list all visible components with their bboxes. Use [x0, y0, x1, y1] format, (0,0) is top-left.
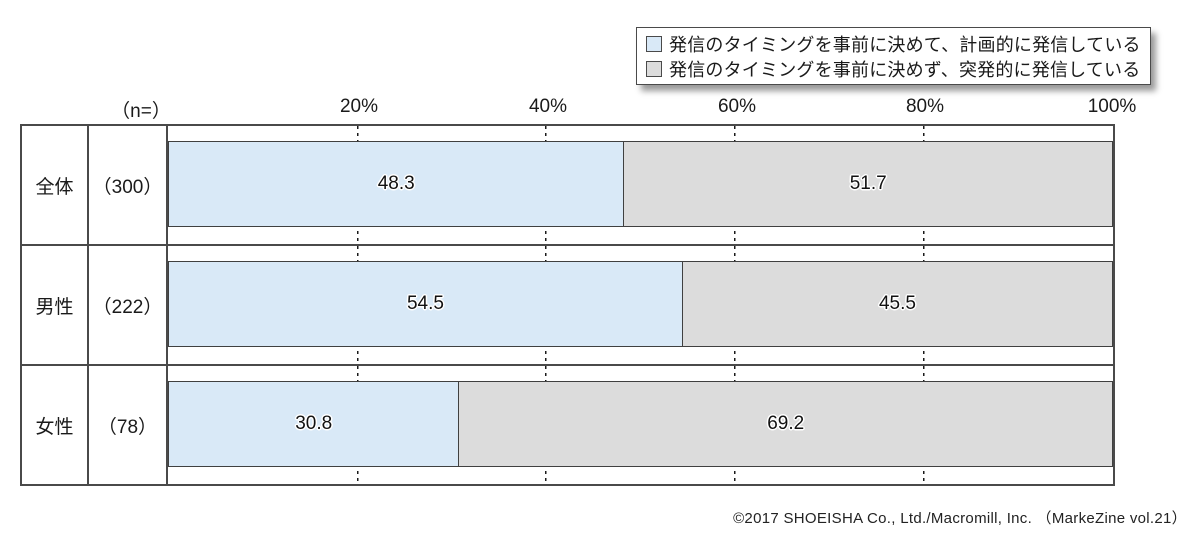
value-label: 45.5 [878, 293, 916, 314]
bar-segment: 54.5 [169, 262, 683, 346]
legend-swatch-planned [646, 35, 662, 52]
n-value: （300） [89, 126, 168, 244]
category-label: 男性 [22, 246, 89, 364]
legend: 発信のタイミングを事前に決めて、計画的に発信している 発信のタイミングを事前に決… [636, 27, 1151, 85]
plot-cell: 54.5 45.5 [168, 246, 1113, 364]
plot-cell: 30.8 69.2 [168, 366, 1113, 484]
plot-cell: 48.3 51.7 [168, 126, 1113, 244]
axis-tick-100: 100% [1087, 96, 1137, 117]
stacked-bar: 30.8 69.2 [168, 381, 1113, 467]
table-row: 女性 （78） 30.8 69.2 [22, 366, 1113, 484]
bar-segment: 48.3 [169, 142, 625, 226]
value-label: 51.7 [849, 173, 887, 194]
bar-segment: 45.5 [682, 262, 1112, 346]
value-label: 54.5 [406, 293, 444, 314]
legend-swatch-spontaneous [646, 60, 662, 77]
n-value: （222） [89, 246, 168, 364]
category-label: 女性 [22, 366, 89, 484]
chart-rows: 全体 （300） 48.3 51.7 男性 （222） 54.5 45.5 女性 （78） 30.8… [20, 124, 1115, 486]
legend-item-spontaneous: 発信のタイミングを事前に決めず、突発的に発信している [646, 56, 1141, 81]
axis-tick-20: 20% [339, 96, 379, 117]
value-label: 30.8 [295, 413, 333, 434]
stacked-bar: 48.3 51.7 [168, 141, 1113, 227]
legend-label-planned: 発信のタイミングを事前に決めて、計画的に発信している [669, 34, 1141, 55]
copyright-credit: ©2017 SHOEISHA Co., Ltd./Macromill, Inc.… [733, 510, 1187, 527]
bar-segment: 69.2 [459, 382, 1112, 466]
axis-tick-60: 60% [717, 96, 757, 117]
n-header-label: （n=） [111, 101, 171, 122]
n-value: （78） [89, 366, 168, 484]
legend-item-planned: 発信のタイミングを事前に決めて、計画的に発信している [646, 31, 1141, 56]
category-label: 全体 [22, 126, 89, 244]
axis-tick-40: 40% [528, 96, 568, 117]
value-label: 69.2 [767, 413, 805, 434]
table-row: 男性 （222） 54.5 45.5 [22, 246, 1113, 366]
table-row: 全体 （300） 48.3 51.7 [22, 126, 1113, 246]
bar-segment: 51.7 [624, 142, 1112, 226]
stacked-bar: 54.5 45.5 [168, 261, 1113, 347]
legend-label-spontaneous: 発信のタイミングを事前に決めず、突発的に発信している [669, 59, 1141, 80]
axis-tick-80: 80% [905, 96, 945, 117]
value-label: 48.3 [377, 173, 415, 194]
bar-segment: 30.8 [169, 382, 460, 466]
